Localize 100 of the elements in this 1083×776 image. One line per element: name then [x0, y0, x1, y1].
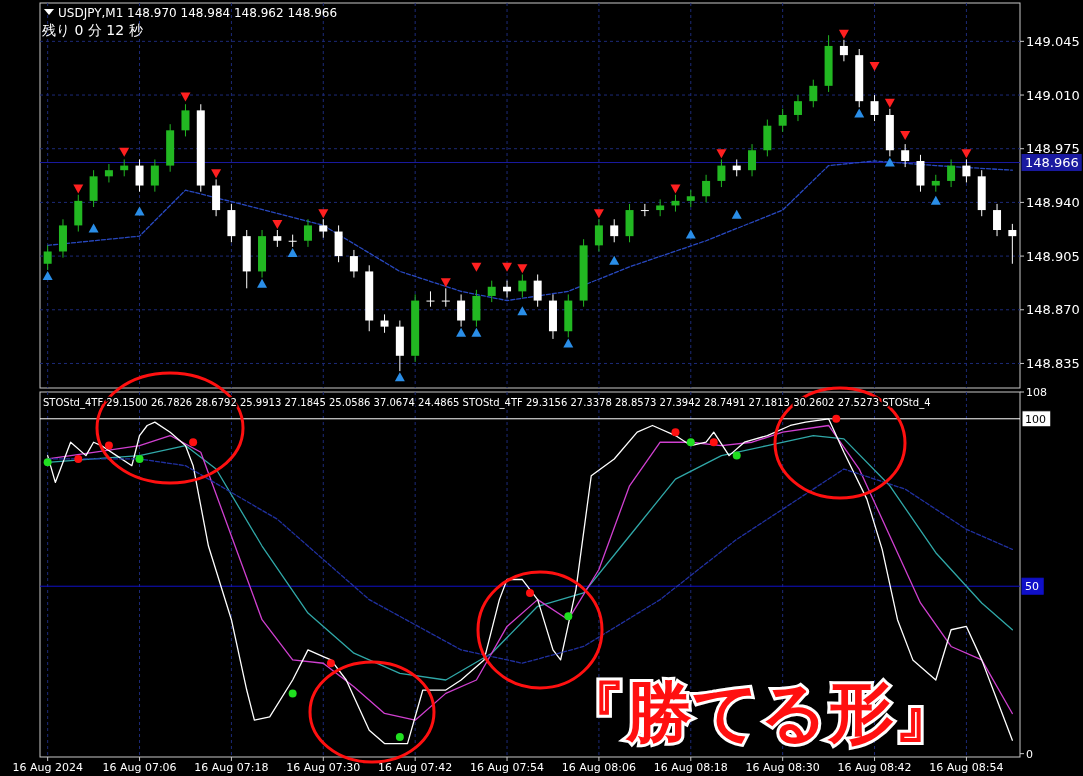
point — [471, 262, 482, 272]
x-tick-label: 16 Aug 07:18 — [194, 761, 269, 774]
point — [43, 458, 52, 467]
candlestick — [947, 158, 956, 188]
x-tick-label: 16 Aug 07:06 — [102, 761, 177, 774]
point — [471, 327, 482, 337]
x-tick-label: 16 Aug 2024 — [12, 761, 83, 774]
point — [135, 454, 144, 463]
candlestick — [1008, 223, 1017, 265]
candlestick — [457, 293, 466, 328]
point — [564, 612, 573, 621]
candlestick — [610, 218, 619, 243]
point — [326, 659, 335, 668]
candlestick — [533, 273, 542, 308]
ref-line-label: 148.966 — [1025, 155, 1079, 171]
candlestick — [778, 108, 787, 133]
candlestick — [702, 174, 711, 203]
point — [732, 451, 741, 460]
candlestick — [870, 94, 879, 122]
x-tick-label: 16 Aug 07:30 — [286, 761, 361, 774]
point — [288, 689, 297, 698]
point — [716, 149, 727, 159]
candlestick — [150, 158, 159, 193]
point — [287, 248, 298, 258]
y-tick-label: 148.940 — [1026, 194, 1080, 210]
point — [731, 209, 742, 219]
point — [609, 255, 620, 265]
point — [73, 184, 84, 194]
x-tick-label: 16 Aug 08:06 — [561, 761, 636, 774]
point — [440, 278, 451, 288]
point — [838, 29, 849, 39]
point — [502, 262, 513, 272]
line-series — [47, 160, 1013, 302]
candlestick — [748, 143, 757, 177]
candlestick — [717, 158, 726, 188]
candlestick — [303, 218, 312, 248]
annotation: 残り 0 分 12 秒 — [42, 22, 143, 38]
x-tick-label: 16 Aug 08:30 — [745, 761, 820, 774]
point — [832, 414, 841, 423]
candlestick — [426, 290, 435, 308]
candlestick — [518, 273, 527, 298]
candlestick — [993, 203, 1002, 237]
point — [563, 338, 574, 348]
annotation: USDJPY,M1 148.970 148.984 148.962 148.966 — [58, 6, 338, 20]
point — [517, 264, 528, 274]
candlestick — [349, 249, 358, 279]
y-tick-label: 148.870 — [1026, 302, 1080, 318]
x-tick-label: 16 Aug 08:42 — [837, 761, 912, 774]
candlestick — [594, 218, 603, 252]
point — [900, 130, 911, 140]
x-tick-label: 16 Aug 07:42 — [378, 761, 453, 774]
candlestick — [962, 158, 971, 183]
candlestick — [901, 143, 910, 168]
y-tick-label: 148.975 — [1026, 141, 1080, 157]
point — [961, 149, 972, 159]
candlestick — [319, 218, 328, 239]
point — [257, 278, 268, 288]
point — [272, 219, 283, 229]
point — [42, 271, 53, 281]
point — [134, 206, 145, 216]
point — [119, 147, 130, 157]
point — [318, 209, 329, 219]
point — [671, 428, 680, 437]
point — [189, 438, 198, 447]
annotation: 『勝てる形』 — [560, 674, 960, 751]
candlestick — [441, 287, 450, 308]
point — [394, 372, 405, 382]
y-tick-label: 0 — [1026, 747, 1033, 761]
candlestick — [380, 313, 389, 334]
candlestick — [640, 203, 649, 217]
candlestick — [288, 234, 297, 248]
candlestick — [104, 163, 113, 183]
candlestick — [135, 158, 144, 193]
point — [686, 438, 695, 447]
point — [74, 454, 83, 463]
candlestick — [793, 94, 802, 122]
point — [211, 169, 222, 179]
x-tick-label: 16 Aug 08:54 — [929, 761, 1004, 774]
point — [395, 732, 404, 741]
point — [593, 209, 604, 219]
point — [670, 184, 681, 194]
candlestick — [839, 39, 848, 62]
point — [884, 157, 895, 167]
candlestick — [809, 79, 818, 108]
y-tick-label: 148.835 — [1026, 356, 1080, 372]
point — [709, 438, 718, 447]
candlestick — [487, 280, 496, 303]
point — [930, 195, 941, 205]
ref-line-label: 100 — [1025, 412, 1046, 426]
y-tick-label: 108 — [1026, 385, 1047, 399]
y-tick-label: 149.010 — [1026, 87, 1080, 103]
point — [869, 61, 880, 71]
point — [526, 588, 534, 597]
point — [456, 327, 467, 337]
x-tick-label: 16 Aug 07:54 — [469, 761, 545, 774]
y-tick-label: 148.905 — [1026, 248, 1080, 264]
point — [685, 229, 696, 239]
ref-line-label: 50 — [1025, 580, 1039, 594]
point — [517, 306, 528, 316]
point — [884, 98, 895, 108]
